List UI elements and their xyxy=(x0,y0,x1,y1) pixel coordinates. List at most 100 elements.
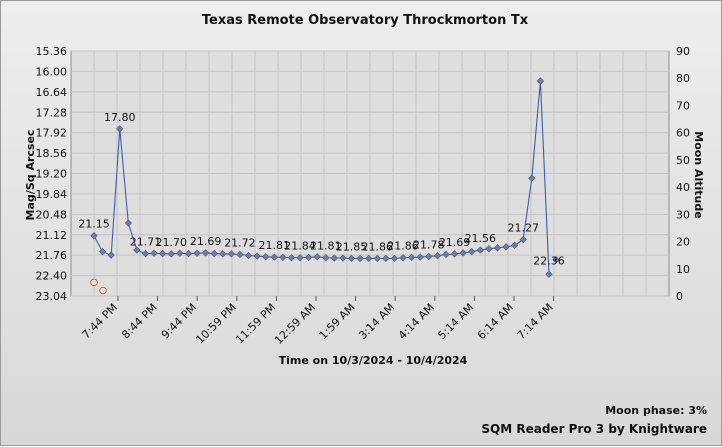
sqm-point xyxy=(433,252,442,260)
sqm-point xyxy=(450,250,459,258)
data-label: 21.81 xyxy=(259,239,291,252)
sqm-point xyxy=(528,174,536,182)
y-tick-label: 22.40 xyxy=(36,270,68,283)
sqm-point xyxy=(287,254,296,262)
x-tick-label: 9:44 PM xyxy=(159,301,200,342)
data-label: 22.36 xyxy=(533,254,565,267)
grid xyxy=(71,50,669,297)
sqm-point xyxy=(167,250,175,258)
sqm-point xyxy=(98,248,107,256)
y2-tick-label: 30 xyxy=(676,208,690,221)
data-label: 21.72 xyxy=(224,237,256,250)
sqm-point xyxy=(304,253,313,262)
data-label: 21.84 xyxy=(284,240,316,253)
y2-tick-label: 60 xyxy=(676,127,690,140)
sqm-point xyxy=(459,249,467,257)
y2-tick-label: 20 xyxy=(676,236,690,249)
x-tick-label: 8:44 PM xyxy=(119,301,160,342)
x-tick-label: 11:59 PM xyxy=(233,301,278,346)
sqm-point xyxy=(485,245,493,253)
sqm-point xyxy=(150,249,158,257)
sqm-point xyxy=(133,246,141,254)
y2-tick-label: 0 xyxy=(676,290,683,303)
sqm-point xyxy=(390,254,399,262)
data-label: 21.15 xyxy=(78,218,110,231)
sqm-point xyxy=(468,248,476,256)
y-tick-label: 17.28 xyxy=(36,106,68,119)
sqm-point xyxy=(159,249,167,258)
sqm-point xyxy=(339,254,347,262)
sqm-point xyxy=(279,253,287,262)
y-tick-label: 20.48 xyxy=(36,208,68,221)
x-tick-label: 6:14 AM xyxy=(475,301,516,342)
data-label: 21.71 xyxy=(130,236,162,249)
sqm-point xyxy=(210,249,218,258)
y-tick-label: 16.00 xyxy=(36,65,68,78)
x-tick-label: 7:44 PM xyxy=(80,301,121,342)
sqm-point xyxy=(244,251,253,260)
sqm-point xyxy=(262,253,270,261)
sqm-point xyxy=(536,77,545,85)
data-label: 21.86 xyxy=(362,240,394,253)
sqm-point xyxy=(270,253,278,261)
y-tick-label: 19.84 xyxy=(36,188,68,201)
x-tick-label: 5:14 AM xyxy=(435,301,476,342)
sqm-point xyxy=(176,249,184,257)
sqm-point xyxy=(511,241,519,249)
sqm-point xyxy=(322,254,330,262)
sqm-point xyxy=(227,250,235,258)
x-tick-label: 1:59 AM xyxy=(317,301,358,342)
data-label: 21.85 xyxy=(336,240,368,253)
y2-tick-label: 40 xyxy=(676,181,690,194)
x-tick-label: 4:14 AM xyxy=(396,301,437,342)
y2-tick-label: 80 xyxy=(676,72,690,85)
y2-tick-label: 90 xyxy=(676,45,690,58)
y-tick-label: 19.20 xyxy=(36,168,68,181)
sqm-point xyxy=(236,250,244,259)
y-tick-label: 18.56 xyxy=(36,147,68,160)
data-label: 21.27 xyxy=(507,222,539,235)
y2-tick-label: 50 xyxy=(676,154,690,167)
sqm-point xyxy=(184,249,193,258)
sqm-point xyxy=(356,254,364,262)
data-label: 21.86 xyxy=(387,240,419,253)
y2-tick-label: 70 xyxy=(676,99,690,112)
x-tick-label: 12:59 AM xyxy=(272,301,318,347)
sqm-point xyxy=(545,270,553,278)
sqm-point xyxy=(201,249,210,257)
sqm-point xyxy=(90,232,98,240)
sqm-point xyxy=(502,243,510,251)
y-tick-label: 15.36 xyxy=(36,45,68,58)
data-label: 21.81 xyxy=(310,240,342,253)
data-label: 21.78 xyxy=(413,238,445,251)
y2-tick-label: 10 xyxy=(676,263,690,276)
x-tick-label: 7:14 AM xyxy=(515,301,556,342)
sqm-point xyxy=(373,254,381,262)
sqm-point xyxy=(330,254,339,262)
data-label: 21.70 xyxy=(156,236,188,249)
y-tick-label: 23.04 xyxy=(36,290,68,303)
chart-title: Texas Remote Observatory Throckmorton Tx xyxy=(202,13,529,28)
y-tick-label: 21.76 xyxy=(36,249,68,262)
sqm-point xyxy=(425,252,433,261)
sqm-point xyxy=(141,249,150,258)
sqm-point xyxy=(253,252,261,260)
sqm-point xyxy=(347,254,356,262)
moon-altitude-point xyxy=(90,278,98,287)
data-label: 21.69 xyxy=(439,236,471,249)
y-axis-label: Mag/Sq Arcsec xyxy=(24,130,37,221)
sqm-point xyxy=(124,219,132,227)
y-axis-ticks: 15.36 16.00 16.64 17.28 17.92 18.56 19.20 19.84… xyxy=(36,45,68,303)
sqm-point xyxy=(365,254,373,262)
y2-axis-ticks: 0 10 20 30 40 50 60 70 80 90 xyxy=(676,45,690,303)
sqm-point xyxy=(219,250,227,258)
y-tick-label: 21.12 xyxy=(36,229,68,242)
sqm-point xyxy=(193,249,201,257)
sqm-point xyxy=(399,254,407,262)
sqm-point xyxy=(519,235,527,244)
y-tick-label: 17.92 xyxy=(36,127,68,140)
x-tick-label: 3:14 AM xyxy=(356,301,397,342)
